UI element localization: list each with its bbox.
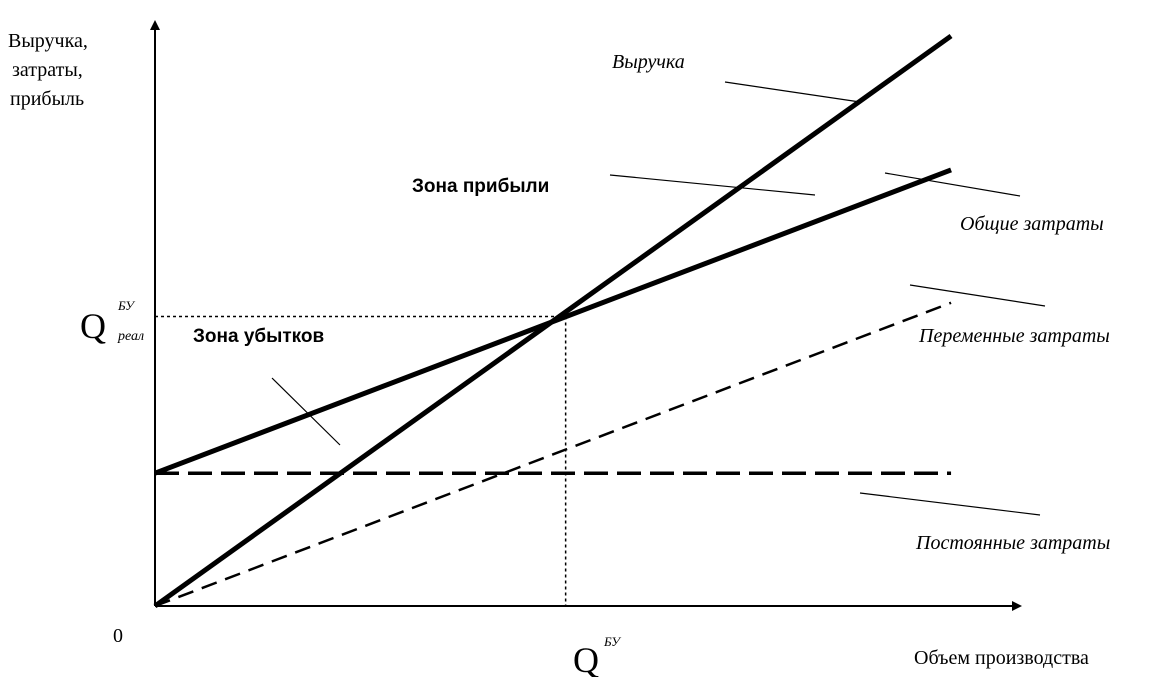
y-axis-label-line-2: затраты, (12, 59, 83, 81)
break-even-x-label: Q (573, 640, 599, 677)
annotation-total-costs: Общие затраты (960, 213, 1104, 235)
y-axis-label-line-3: прибыль (10, 88, 84, 110)
leader-total-costs (884, 172, 1021, 197)
break-even-y-label-sup: БУ (117, 298, 136, 313)
series-line-2 (154, 301, 952, 608)
leader-lines (271, 81, 1046, 516)
annotation-revenue: Выручка (612, 51, 685, 73)
annotation-profit-zone: Зона прибыли (412, 176, 549, 197)
series-line-1 (154, 167, 952, 476)
x-axis-label: Объем производства (914, 647, 1089, 669)
leader-loss-zone (271, 377, 341, 446)
break-even-guides (155, 315, 567, 606)
leader-revenue (724, 81, 861, 103)
break-even-x-label-sup: БУ (603, 634, 622, 649)
break-even-y-label-sub: реал (117, 329, 144, 344)
y-axis-label-line-1: Выручка, (8, 30, 88, 52)
annotation-variable-costs: Переменные затраты (918, 325, 1110, 347)
leader-profit-zone (609, 174, 816, 196)
origin-label: 0 (113, 625, 123, 647)
annotation-loss-zone: Зона убытков (193, 326, 324, 347)
series-group (153, 33, 953, 609)
leader-variable-costs (909, 284, 1046, 307)
annotation-fixed-costs: Постоянные затраты (915, 532, 1110, 554)
break-even-y-label: Q (80, 306, 106, 346)
leader-fixed-costs (859, 492, 1041, 516)
